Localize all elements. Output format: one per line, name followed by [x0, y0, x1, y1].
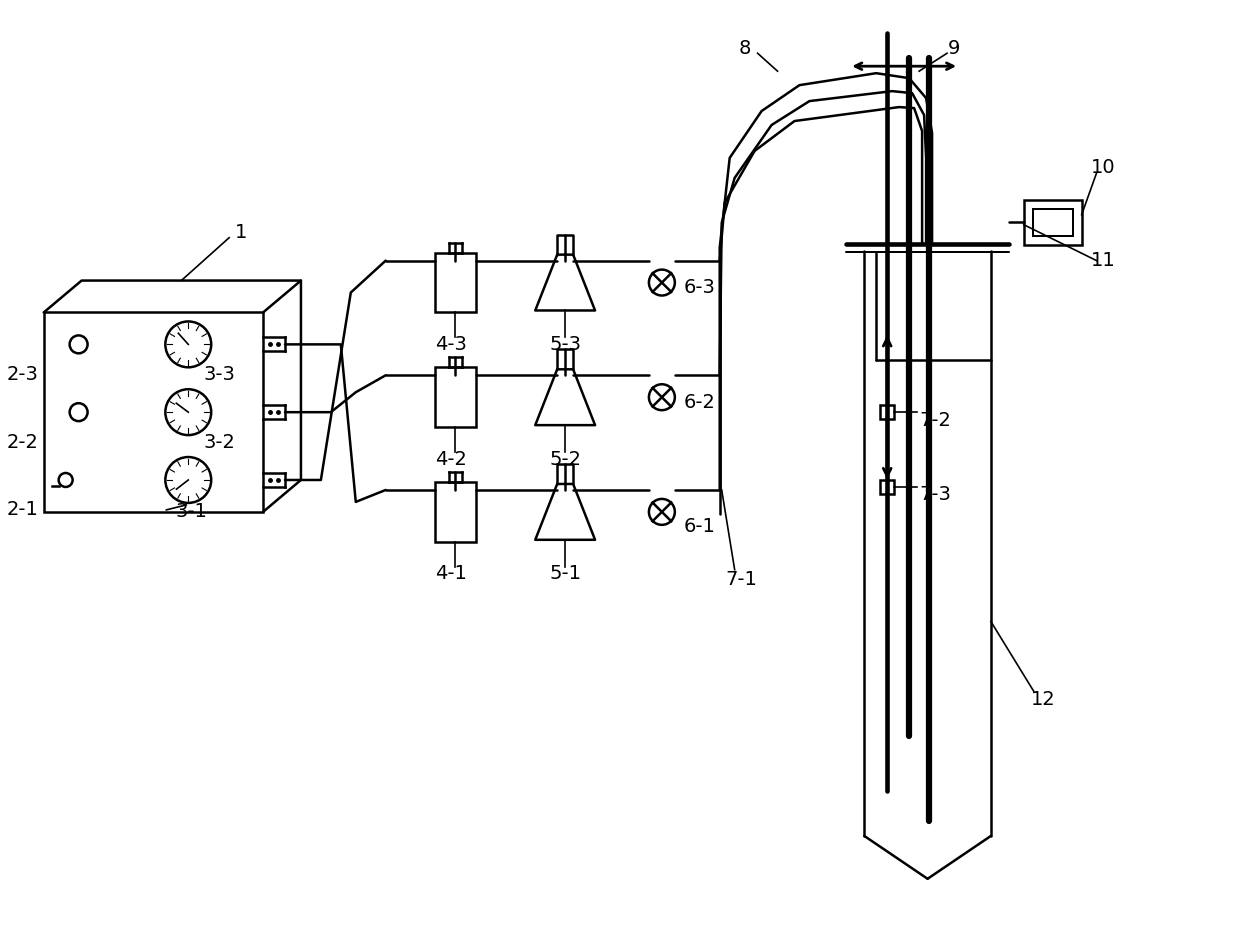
Text: 7-2: 7-2 [919, 411, 951, 430]
Text: 6-3: 6-3 [683, 278, 715, 297]
Text: 1: 1 [234, 223, 247, 242]
Text: 6-1: 6-1 [683, 517, 715, 536]
Text: 2-2: 2-2 [6, 432, 38, 451]
Text: 4-2: 4-2 [434, 449, 466, 468]
Text: 5-2: 5-2 [549, 449, 582, 468]
Bar [434, 252, 476, 313]
Text: 6-2: 6-2 [683, 393, 715, 412]
Text: 7-3: 7-3 [919, 485, 951, 504]
Text: 10: 10 [1091, 158, 1116, 177]
Text: 4-1: 4-1 [434, 564, 466, 583]
Text: 8: 8 [739, 39, 750, 57]
Text: 5-1: 5-1 [549, 564, 582, 583]
Bar [880, 480, 894, 494]
Bar [434, 482, 476, 542]
Text: 11: 11 [1091, 252, 1116, 270]
Text: 3-1: 3-1 [175, 502, 207, 521]
Text: 2-3: 2-3 [6, 365, 38, 383]
Text: 4-3: 4-3 [434, 334, 466, 354]
Bar [434, 367, 476, 427]
Text: 9: 9 [947, 39, 960, 57]
Text: 2-1: 2-1 [6, 500, 38, 519]
Bar [1033, 209, 1073, 236]
Bar [880, 405, 894, 419]
Bar [1024, 200, 1081, 245]
Bar [43, 313, 263, 512]
Text: 7-1: 7-1 [725, 570, 758, 589]
Text: 3-2: 3-2 [203, 432, 236, 451]
Text: 3-3: 3-3 [203, 365, 236, 383]
Text: 5-3: 5-3 [549, 334, 582, 354]
Text: 12: 12 [1032, 690, 1056, 708]
